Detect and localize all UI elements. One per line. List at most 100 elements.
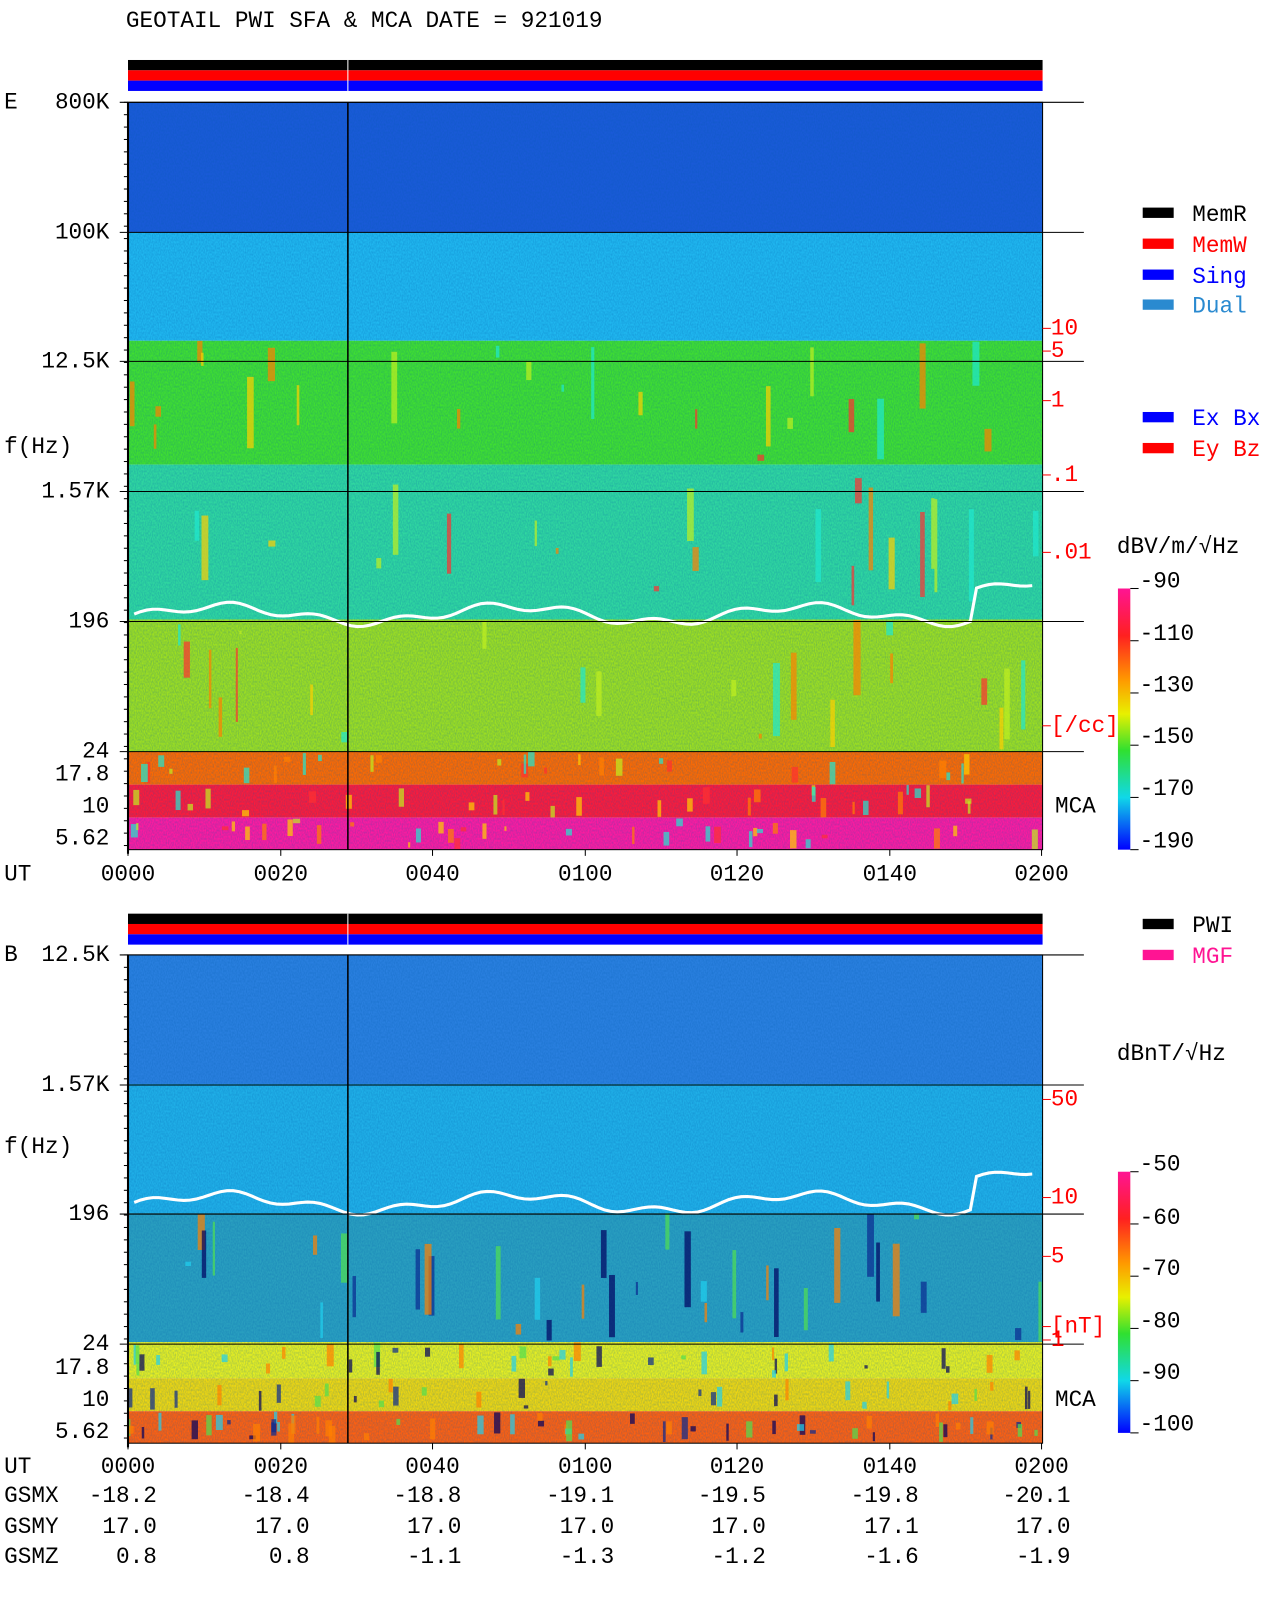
panel-label: B (4, 942, 18, 968)
plasma-line (133, 1170, 1033, 1217)
spectrum-streak (495, 345, 500, 358)
spectrum-streak (787, 417, 793, 429)
spectrum-streak (206, 1415, 212, 1436)
orbit-value: -1.3 (560, 1544, 614, 1570)
plasma-line (133, 582, 1033, 629)
y-tick-label: 5.62 (55, 825, 109, 851)
spectrum-streak (851, 565, 855, 606)
spectrum-streak (886, 1381, 890, 1399)
spectrum-streak (700, 1281, 707, 1302)
mca-label: MCA (1055, 1387, 1096, 1413)
x-axis-label: UT (4, 861, 31, 887)
spectrum-streak (493, 794, 498, 815)
spectrum-streak (235, 647, 238, 722)
spectrum-streak (635, 1281, 638, 1295)
spectrum-streak (376, 1351, 380, 1375)
spectrum-streak (153, 424, 157, 449)
spectrum-streak (548, 1368, 554, 1376)
y-axis-label: f(Hz) (4, 434, 72, 460)
colorbar-tick-label: -150 (1140, 724, 1194, 750)
orbit-value: 17.0 (1016, 1514, 1070, 1540)
spectrum-streak (424, 1347, 431, 1357)
spectrum-streak (941, 1348, 946, 1369)
spectrum-streak (375, 755, 382, 763)
spectrum-streak (692, 547, 699, 571)
spectrum-streak (262, 823, 267, 841)
spectrum-streak (415, 828, 421, 843)
spectrum-streak (201, 1230, 207, 1278)
colorbar-unit: dBnT/√Hz (1117, 1041, 1226, 1067)
spectrum-streak (939, 760, 947, 779)
x-tick-label: 0040 (405, 1454, 459, 1480)
spectrum-streak (970, 1417, 974, 1434)
spectrum-streak (175, 790, 181, 811)
spectrum-streak (771, 1347, 775, 1361)
spectrum-streak (510, 1414, 515, 1435)
spectrum-streak (191, 1420, 198, 1440)
spectrum-streak (268, 540, 276, 547)
spectrum-streak (212, 1221, 215, 1276)
spectrum-streak (774, 1268, 779, 1337)
spectrum-streak (482, 620, 487, 649)
legend-swatch (1142, 299, 1174, 310)
spectrum-streak (746, 1421, 753, 1438)
right-tick-label: 5 (1051, 338, 1065, 364)
spectrum-streak (136, 823, 139, 831)
spectrum-streak (821, 834, 828, 839)
spectrum-streak (681, 1355, 686, 1360)
spectrum-streak (136, 1362, 140, 1376)
y-tick-label: 24 (82, 739, 109, 765)
spectrum-streak (147, 762, 151, 784)
spectrum-streak (408, 842, 411, 848)
y-tick-label: 1.57K (41, 478, 109, 504)
spectrum-streak (766, 1265, 769, 1301)
orbit-value: -1.1 (407, 1544, 461, 1570)
spectrum-streak (353, 1395, 357, 1403)
spectrum-streak (324, 1383, 329, 1397)
x-tick-label: 0040 (405, 861, 459, 887)
spectrum-streak (740, 1312, 744, 1333)
spectrum-streak (591, 347, 595, 419)
spectrum-streak (258, 1390, 262, 1411)
spectrum-streak (580, 667, 586, 703)
spectrum-streak (945, 1366, 950, 1373)
spectrum-streak (392, 1347, 399, 1353)
y-tick-label: 24 (82, 1331, 109, 1357)
right-tick-label: 10 (1051, 315, 1078, 341)
right-tick-label: .1 (1051, 462, 1078, 488)
spectrum-streak (141, 1426, 145, 1439)
spectrum-streak (702, 787, 710, 804)
spectrum-streak (632, 826, 635, 845)
y-tick-label: 196 (69, 1201, 110, 1227)
spectrum-streak (291, 1415, 296, 1434)
spectrum-streak (829, 761, 836, 785)
legend-label: MGF (1192, 944, 1233, 970)
spectrum-streak (565, 828, 572, 836)
spectrum-streak (803, 1288, 808, 1331)
spectrum-streak (1015, 1328, 1022, 1341)
orbit-value: -19.8 (851, 1483, 919, 1509)
spectrum-streak (862, 1401, 867, 1409)
spectrum-streak (828, 1343, 834, 1362)
spectrum-streak (596, 1346, 602, 1367)
spectrum-streak (128, 1388, 133, 1408)
colorbar-tick-label: -50 (1140, 1152, 1181, 1178)
spectrum-streak (914, 1213, 920, 1220)
title: GEOTAIL PWI SFA & MCA DATE = 921019 (126, 8, 603, 34)
spectrum-streak (790, 830, 797, 849)
y-tick-label: 1.57K (41, 1072, 109, 1098)
spectrum-streak (169, 768, 173, 774)
x-tick-label: 0120 (710, 1454, 764, 1480)
spectrum-streak (638, 391, 643, 416)
spectrum-streak (986, 1421, 994, 1435)
orbit-value: 0.8 (116, 1544, 157, 1570)
spectrum-streak (519, 1346, 527, 1359)
spectrum-streak (576, 797, 582, 816)
spectrum-streak (659, 758, 664, 764)
spectrum-streak (704, 1302, 708, 1323)
spectrum-streak (523, 754, 527, 774)
spectrum-streak (609, 1275, 615, 1338)
colorbar-tick-label: -110 (1140, 621, 1194, 647)
spectrum-streak (1024, 1386, 1028, 1410)
spectrum-streak (350, 822, 355, 827)
